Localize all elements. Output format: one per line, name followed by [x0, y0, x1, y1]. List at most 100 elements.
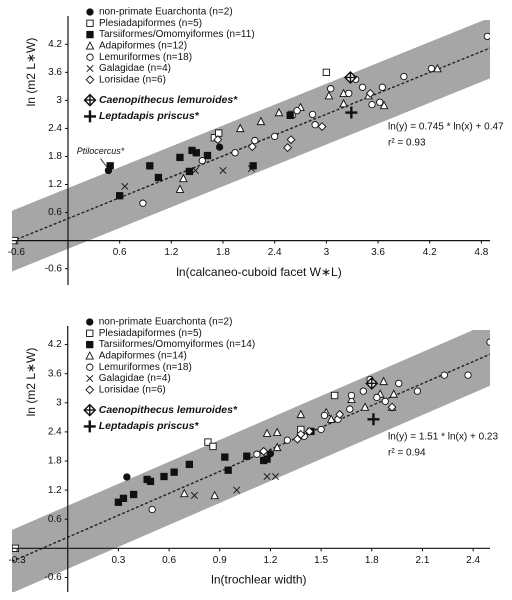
equation: ln(y) = 1.51 * ln(x) + 0.23 [388, 432, 498, 443]
point [146, 477, 155, 486]
legend-label: Lemuriformes (n=18) [99, 362, 192, 373]
point [317, 425, 325, 434]
point [191, 166, 199, 175]
legend-label: Lemuriformes (n=18) [99, 52, 192, 63]
point [317, 122, 327, 131]
point [387, 402, 397, 412]
y-axis-label: ln (m2 L∗W) [24, 38, 38, 107]
point [272, 427, 282, 437]
point [367, 413, 380, 426]
point [139, 199, 147, 207]
point [224, 466, 232, 474]
legend-marker [83, 420, 96, 433]
y-tick-label: 3.6 [48, 368, 62, 379]
point [170, 468, 178, 476]
point [175, 184, 185, 193]
point [359, 387, 367, 395]
point [311, 121, 319, 129]
point [286, 135, 296, 145]
point [379, 376, 388, 386]
point [185, 460, 193, 469]
legend-marker [86, 374, 94, 383]
x-tick-label: 0.6 [113, 247, 127, 258]
point [251, 136, 259, 145]
point [146, 162, 154, 170]
x-tick-label: 3.6 [371, 247, 385, 258]
point [440, 371, 449, 379]
point [192, 149, 200, 157]
legend-marker [86, 53, 94, 61]
point [209, 442, 217, 451]
point [221, 453, 229, 461]
point [210, 490, 220, 500]
point [116, 192, 124, 200]
x-tick-label: 4.2 [423, 247, 437, 258]
x-tick-label: 1.2 [164, 247, 178, 258]
legend-label: Tarsiiformes/Omomyiformes (n=14) [99, 339, 255, 350]
point [176, 153, 184, 162]
point [464, 371, 472, 379]
legend-label: Adapiformes (n=12) [99, 41, 187, 52]
point [339, 98, 348, 108]
x-tick-label: 4.8 [474, 247, 488, 258]
point [395, 379, 403, 388]
point [272, 442, 282, 452]
legend-marker [85, 75, 95, 85]
x-tick-label: 2.4 [466, 555, 480, 566]
point [213, 135, 223, 145]
point [486, 338, 490, 346]
point [247, 165, 255, 173]
prediction-band [12, 330, 490, 592]
legend-label: Galagidae (n=4) [99, 373, 171, 384]
point [346, 405, 354, 413]
legend-label: Leptadapis priscus* [99, 420, 200, 432]
y-axis-label: ln (m2 L∗W) [24, 348, 38, 417]
y-tick-label: 4.2 [48, 339, 62, 350]
point [389, 389, 399, 398]
legend-label: Lorisidae (n=6) [99, 384, 166, 395]
point [154, 173, 163, 182]
x-tick-label: 1.2 [263, 555, 277, 566]
point [179, 488, 189, 498]
x-tick-label: 0.6 [162, 555, 176, 566]
point [413, 387, 422, 395]
point [400, 72, 408, 81]
point [373, 393, 381, 402]
x-tick-label: -0.3 [8, 555, 26, 566]
x-tick-label: 2.1 [415, 555, 429, 566]
y-tick-label: -0.6 [45, 572, 63, 583]
point [247, 142, 257, 152]
x-axis-label: ln(calcaneo-cuboid facet W∗L) [176, 265, 341, 279]
point [365, 88, 375, 98]
point [204, 438, 212, 446]
point [263, 473, 271, 481]
legend-label: non-primate Euarchonta (n=2) [99, 317, 233, 328]
r-squared: r² = 0.93 [388, 138, 426, 149]
x-tick-label: 1.8 [365, 555, 379, 566]
legend-label: Adapiformes (n=14) [99, 351, 187, 362]
y-tick-label: 1.8 [48, 456, 62, 467]
point [308, 110, 317, 119]
x-tick-label: 2.4 [268, 247, 282, 258]
y-tick-label: 0.6 [48, 514, 62, 525]
point [185, 167, 194, 176]
regression-line [12, 353, 490, 563]
point [378, 83, 386, 91]
annotation: Ptilocercus* [77, 146, 125, 156]
point [198, 157, 206, 165]
point [160, 472, 168, 481]
y-tick-label: 0.6 [48, 207, 62, 218]
legend-marker [85, 385, 95, 395]
legend-marker [83, 93, 97, 107]
y-tick-label: 4.2 [48, 39, 62, 50]
point [330, 391, 339, 400]
legend-label: non-primate Euarchonta (n=2) [99, 7, 233, 18]
point [148, 505, 156, 514]
point [427, 64, 436, 73]
point [249, 162, 257, 170]
legend-marker [86, 19, 94, 27]
legend-label: Leptadapis priscus* [99, 110, 200, 122]
y-tick-label: 2.4 [48, 427, 62, 438]
point [343, 70, 357, 84]
